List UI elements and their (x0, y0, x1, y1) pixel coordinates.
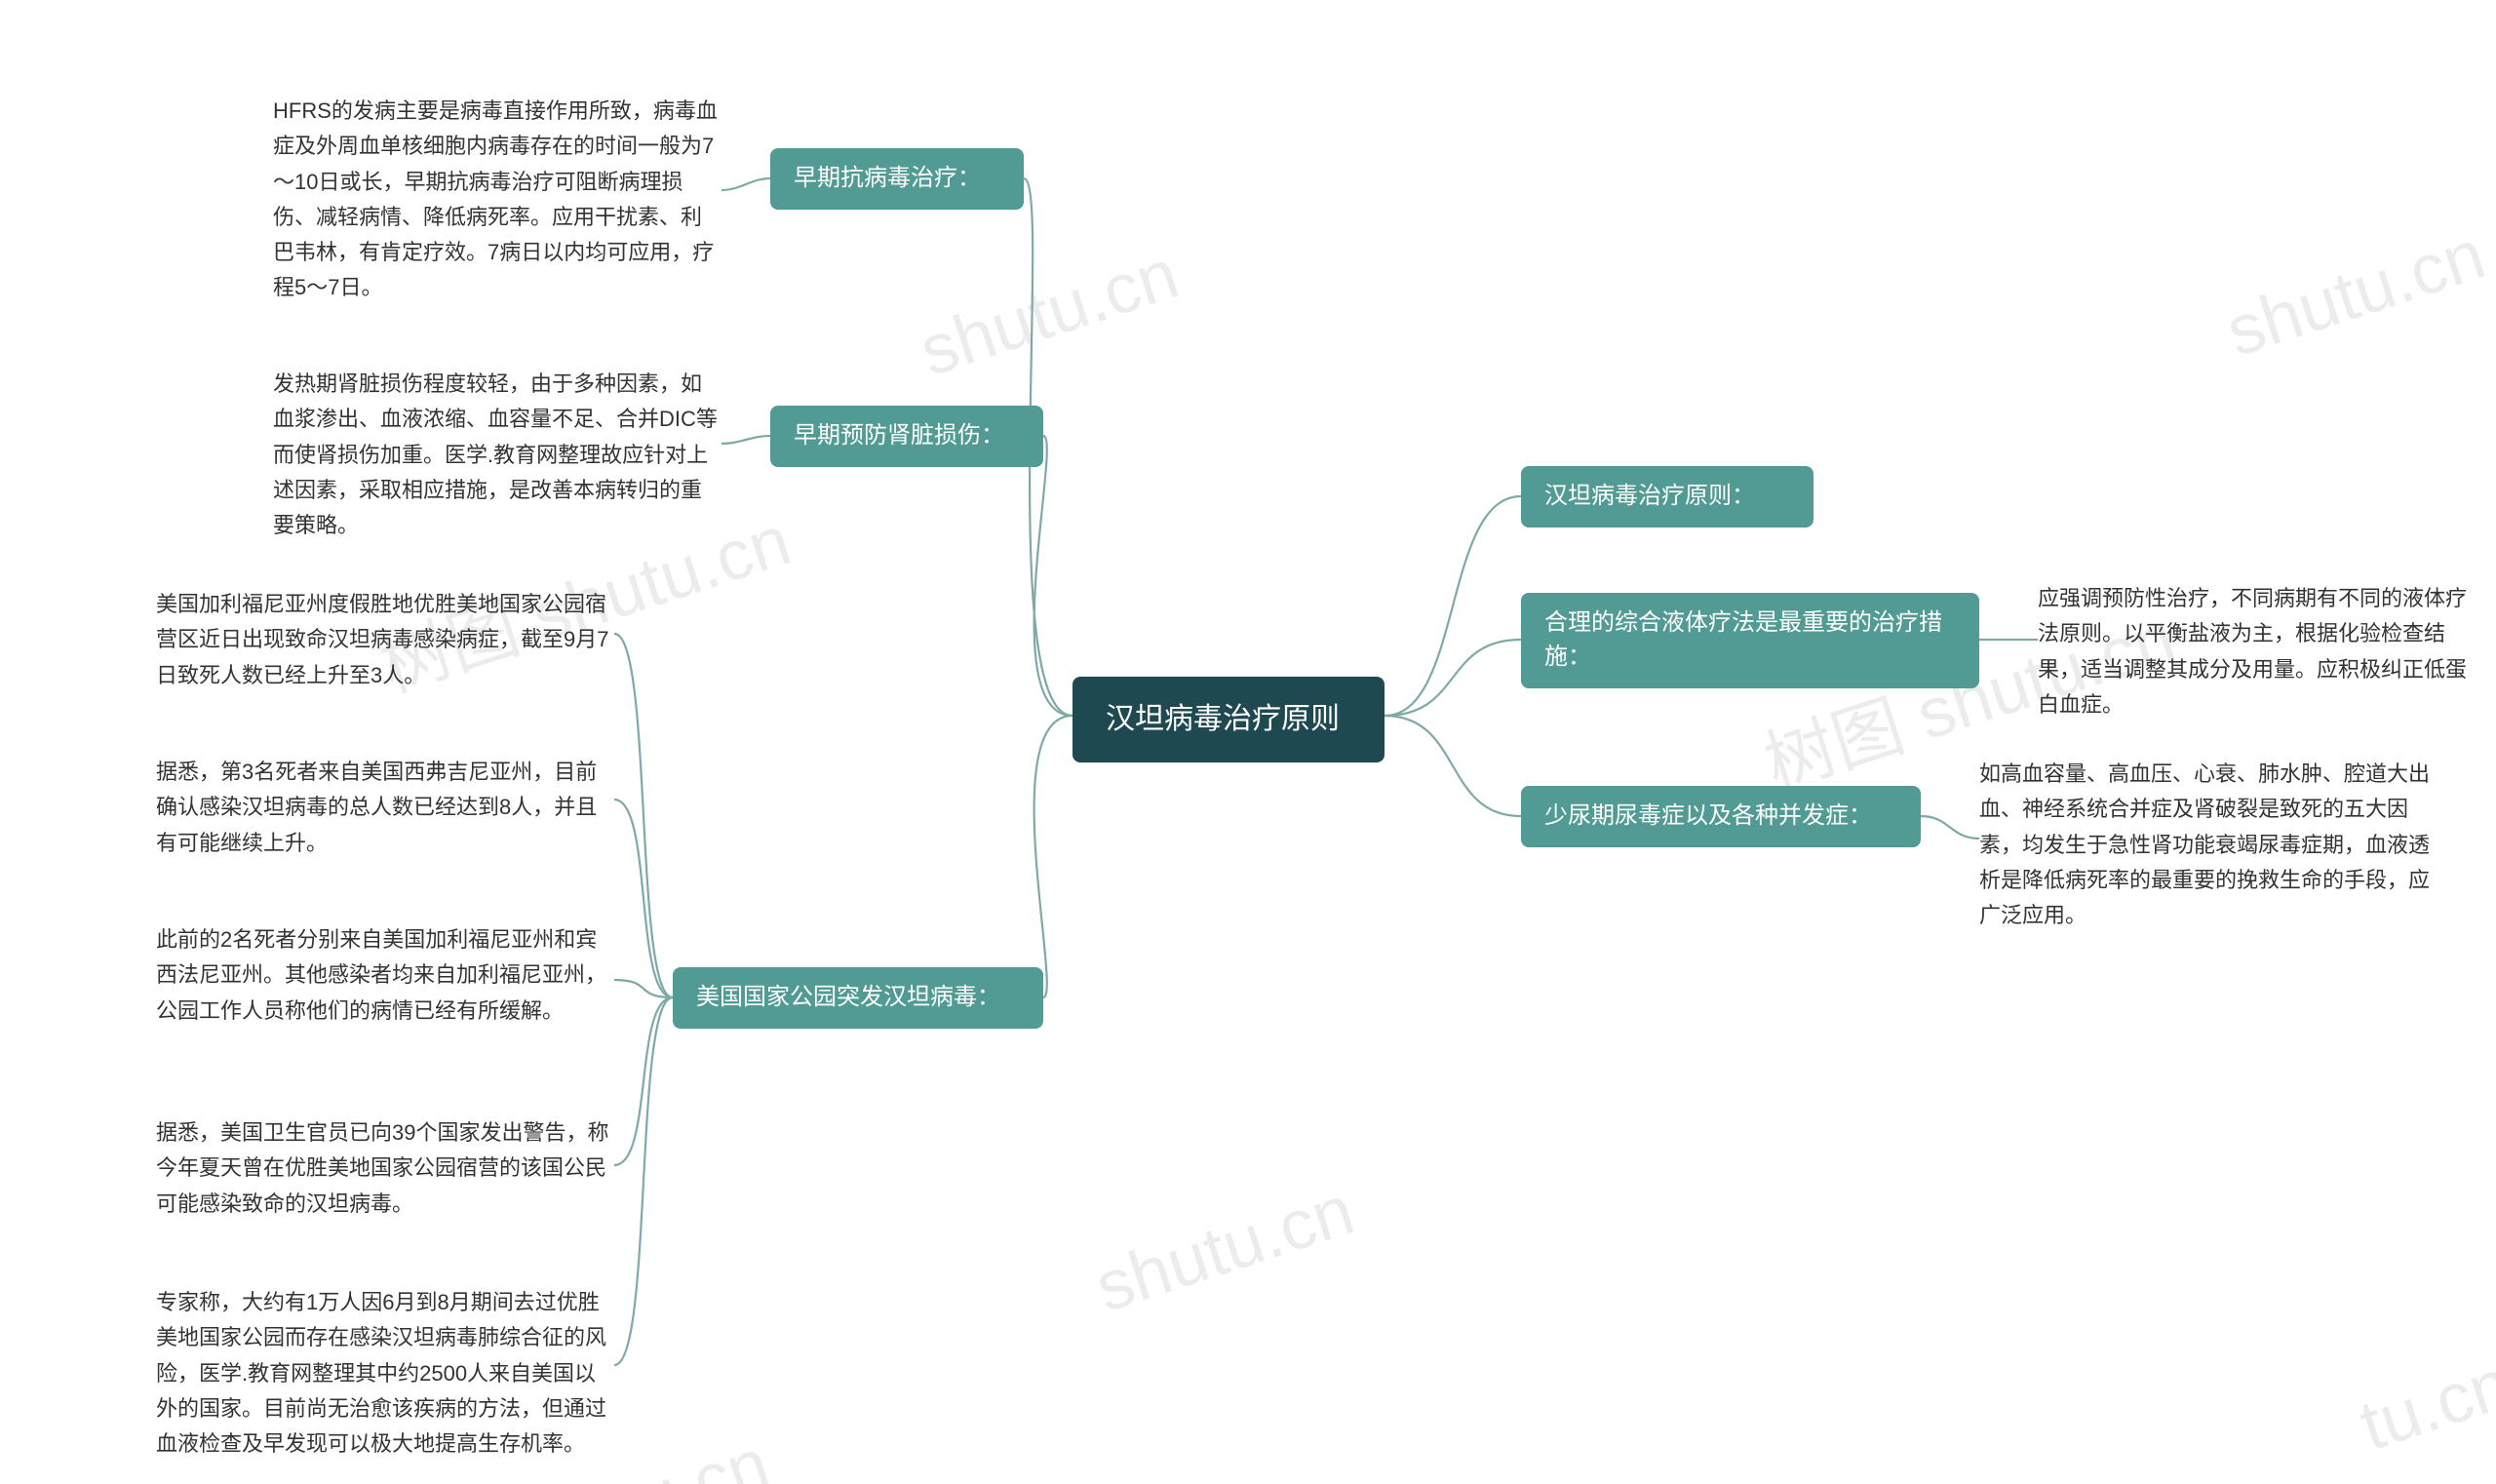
edge (1384, 716, 1521, 816)
edge (614, 634, 673, 997)
edge (614, 800, 673, 997)
edge (1384, 640, 1521, 716)
edge (722, 436, 770, 444)
edge (614, 997, 673, 1165)
edge (1921, 816, 1979, 839)
leaf-l2a: 发热期肾脏损伤程度较轻，由于多种因素，如血浆渗出、血液浓缩、血容量不足、合并DI… (273, 361, 722, 549)
leaf-l3a: 美国加利福尼亚州度假胜地优胜美地国家公园宿营区近日出现致命汉坦病毒感染病症，截至… (156, 581, 614, 699)
edge (722, 178, 770, 190)
edge (1034, 436, 1072, 716)
watermark: shutu.cn (2217, 215, 2494, 372)
root-node[interactable]: 汉坦病毒治疗原则 (1072, 677, 1384, 762)
branch-r1[interactable]: 汉坦病毒治疗原则： (1521, 466, 1814, 527)
branch-l2[interactable]: 早期预防肾脏损伤： (770, 406, 1043, 467)
edge (614, 980, 673, 997)
leaf-r2a: 应强调预防性治疗，不同病期有不同的液体疗法原则。以平衡盐液为主，根据化验检查结果… (2038, 575, 2472, 728)
leaf-l3b: 据悉，第3名死者来自美国西弗吉尼亚州，目前确认感染汉坦病毒的总人数已经达到8人，… (156, 749, 614, 867)
watermark: tu.cn (2351, 1344, 2496, 1466)
diagram-stage: 树图 shutu.cn 树图 shutu.cn shutu.cn shutu.c… (0, 0, 2496, 1484)
watermark: shutu.cn (1086, 1170, 1363, 1328)
edge (1034, 716, 1072, 997)
leaf-l3c: 此前的2名死者分别来自美国加利福尼亚州和宾西法尼亚州。其他感染者均来自加利福尼亚… (156, 917, 614, 1035)
edge (614, 997, 673, 1365)
leaf-r3a: 如高血容量、高血压、心衰、肺水肿、腔道大出血、神经系统合并症及肾破裂是致死的五大… (1979, 751, 2433, 939)
branch-l3[interactable]: 美国国家公园突发汉坦病毒： (673, 967, 1043, 1029)
edge (1384, 496, 1521, 716)
leaf-l1a: HFRS的发病主要是病毒直接作用所致，病毒血症及外周血单核细胞内病毒存在的时间一… (273, 88, 722, 312)
branch-l1[interactable]: 早期抗病毒治疗： (770, 148, 1024, 210)
branch-r3[interactable]: 少尿期尿毒症以及各种并发症： (1521, 786, 1921, 847)
branch-r2[interactable]: 合理的综合液体疗法是最重要的治疗措施： (1521, 593, 1979, 688)
leaf-l3d: 据悉，美国卫生官员已向39个国家发出警告，称今年夏天曾在优胜美地国家公园宿营的该… (156, 1110, 614, 1228)
leaf-l3e: 专家称，大约有1万人因6月到8月期间去过优胜美地国家公园而存在感染汉坦病毒肺综合… (156, 1279, 614, 1467)
watermark: shutu.cn (911, 234, 1188, 392)
